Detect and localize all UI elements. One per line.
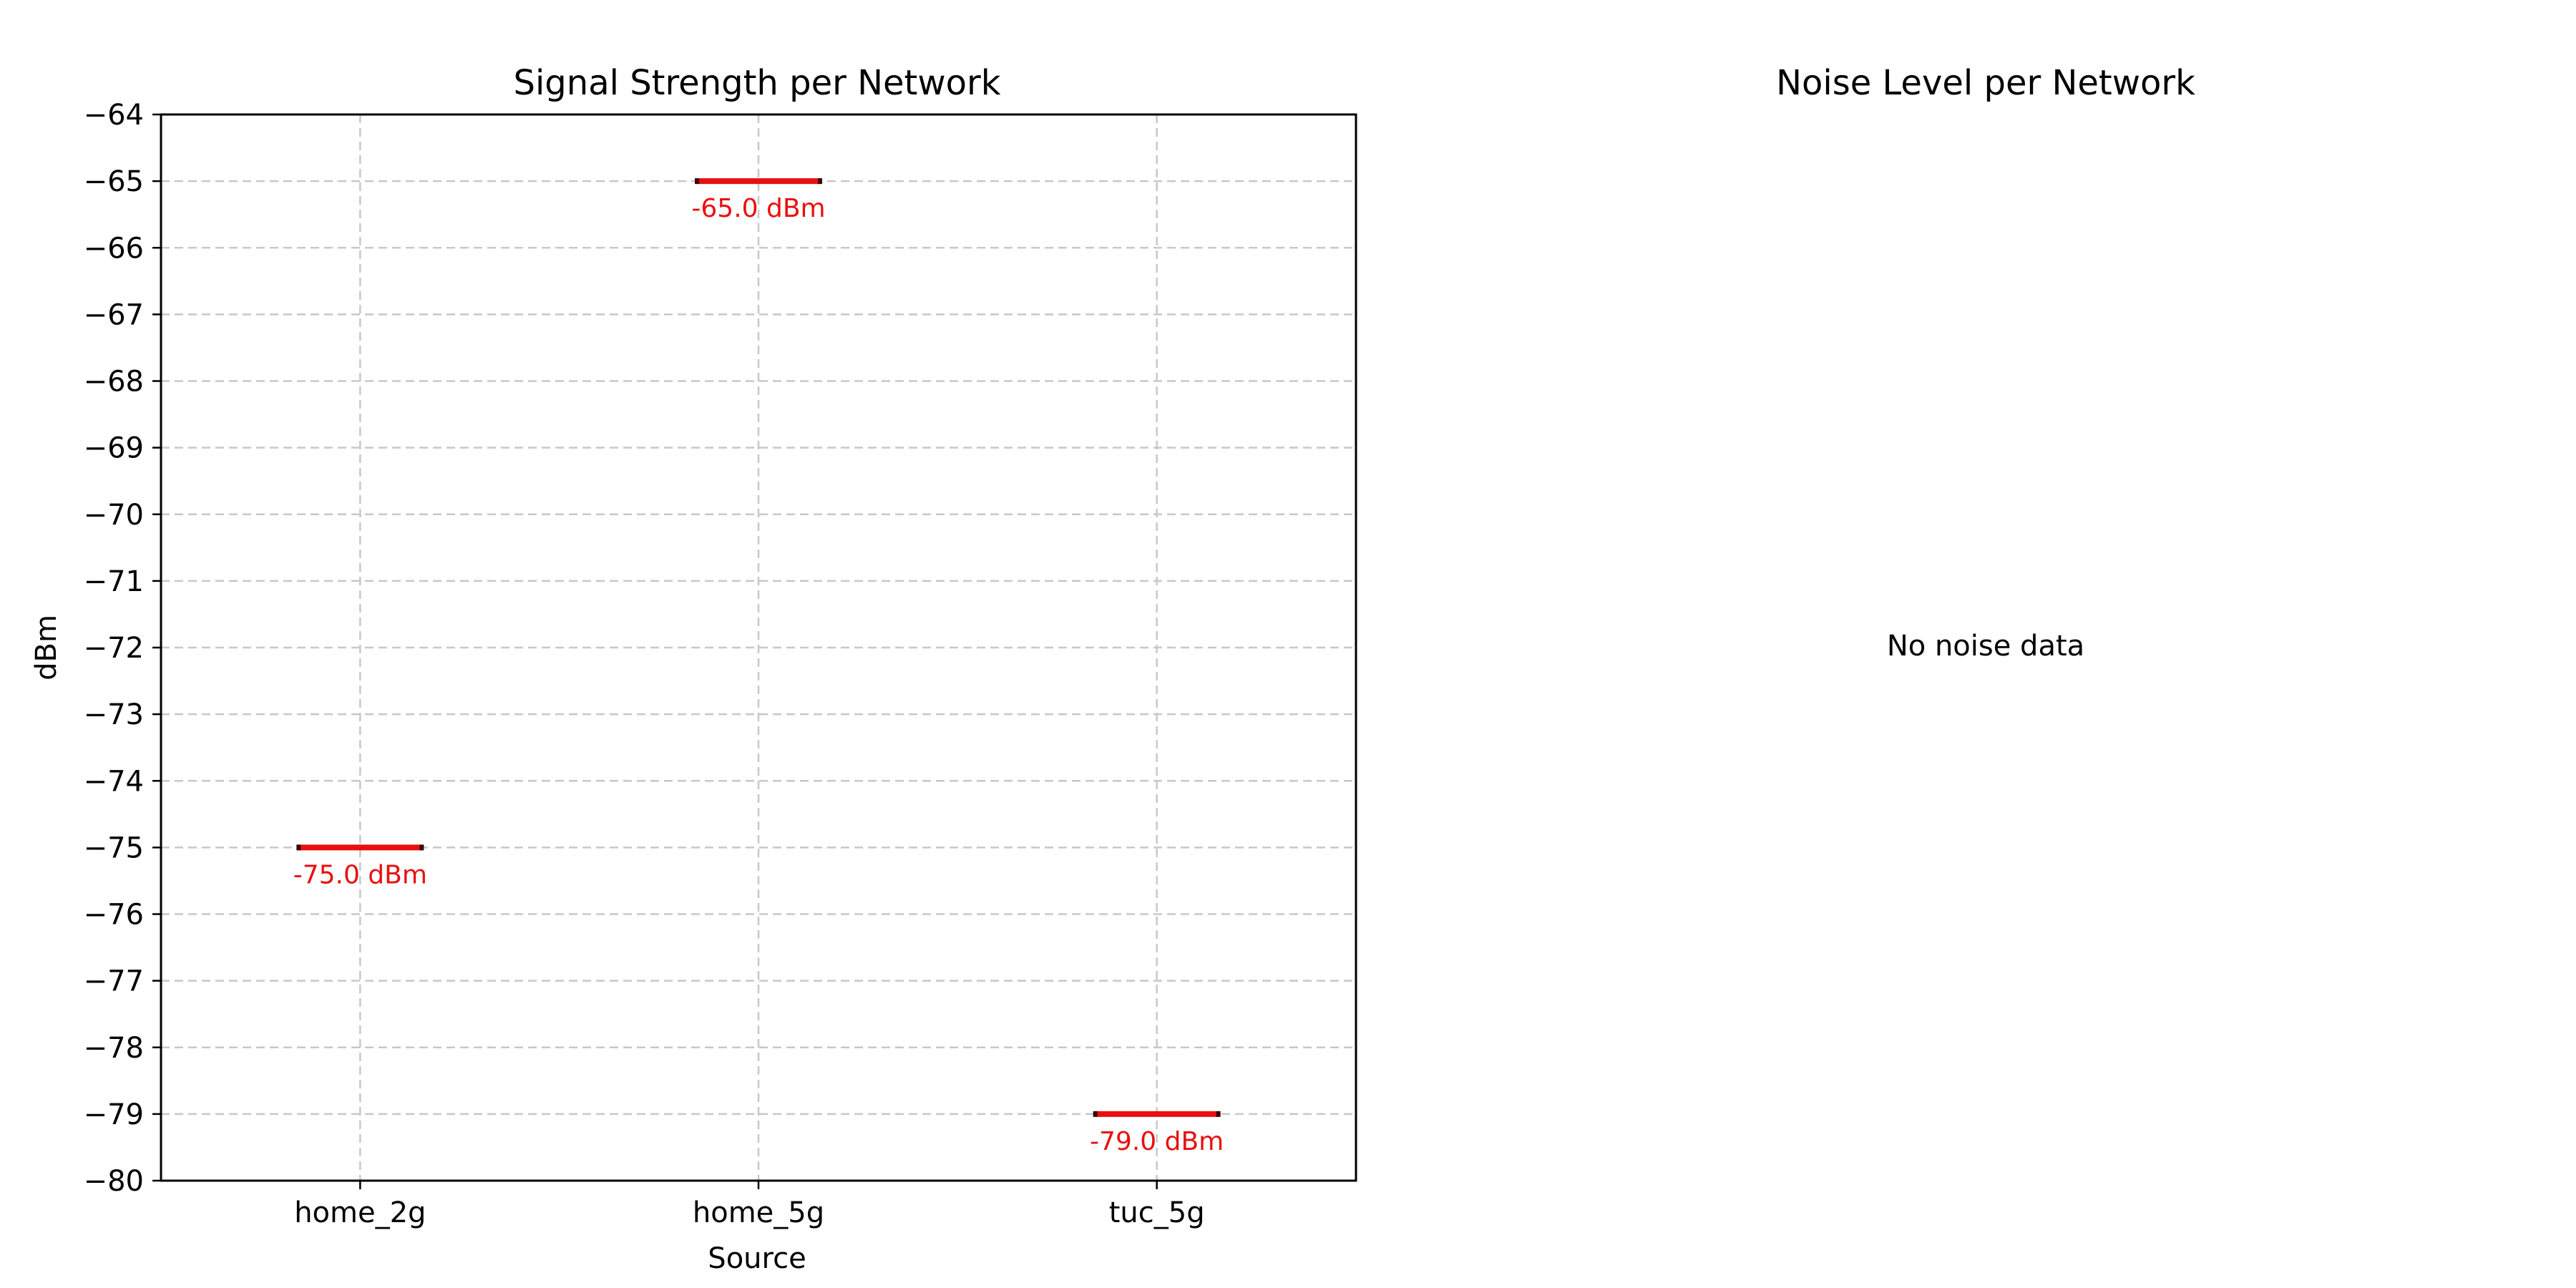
signal-x-ticks: home_2g home_5g tuc_5g [294, 1181, 1205, 1229]
y-tick-label: −68 [84, 366, 144, 399]
y-tick-label: −64 [84, 99, 144, 132]
y-tick-label: −71 [84, 565, 144, 598]
y-tick-label: −79 [84, 1098, 144, 1131]
y-tick-label: −74 [84, 765, 144, 798]
x-tick-label: home_5g [693, 1196, 824, 1229]
signal-y-ticks: −80 −79 −78 −77 −76 −75 −74 −73 −72 −71 −70 −69 −68 −… [84, 99, 161, 1198]
x-tick-label: home_2g [294, 1196, 426, 1229]
signal-data-label: -65.0 dBm [691, 194, 825, 223]
y-tick-label: −67 [84, 298, 144, 331]
y-tick-label: −78 [84, 1032, 144, 1065]
noise-chart-title: Noise Level per Network [1776, 63, 2195, 103]
noise-chart: Noise Level per Network No noise data [1776, 63, 2195, 663]
y-tick-label: −66 [84, 232, 144, 265]
signal-chart-title: Signal Strength per Network [514, 63, 1001, 103]
y-tick-label: −75 [84, 831, 144, 864]
y-tick-label: −69 [84, 432, 144, 465]
y-tick-label: −65 [84, 165, 144, 198]
x-tick-label: tuc_5g [1109, 1196, 1205, 1229]
signal-grid [161, 113, 1356, 1182]
y-tick-label: −76 [84, 899, 144, 932]
signal-x-axis-label: Source [708, 1242, 806, 1275]
signal-chart: Signal Strength per Network -75.0 dBm -65… [30, 63, 1357, 1275]
y-tick-label: −72 [84, 632, 144, 665]
signal-data-labels: -75.0 dBm -65.0 dBm -79.0 dBm [293, 194, 1224, 1156]
signal-markers [296, 178, 1221, 1117]
y-tick-label: −73 [84, 698, 144, 731]
y-tick-label: −70 [84, 499, 144, 532]
signal-data-label: -75.0 dBm [293, 860, 427, 889]
noise-empty-message: No noise data [1887, 630, 2084, 663]
y-tick-label: −77 [84, 965, 144, 998]
signal-data-label: -79.0 dBm [1090, 1127, 1224, 1156]
y-tick-label: −80 [84, 1165, 144, 1198]
signal-y-axis-label: dBm [30, 615, 63, 680]
